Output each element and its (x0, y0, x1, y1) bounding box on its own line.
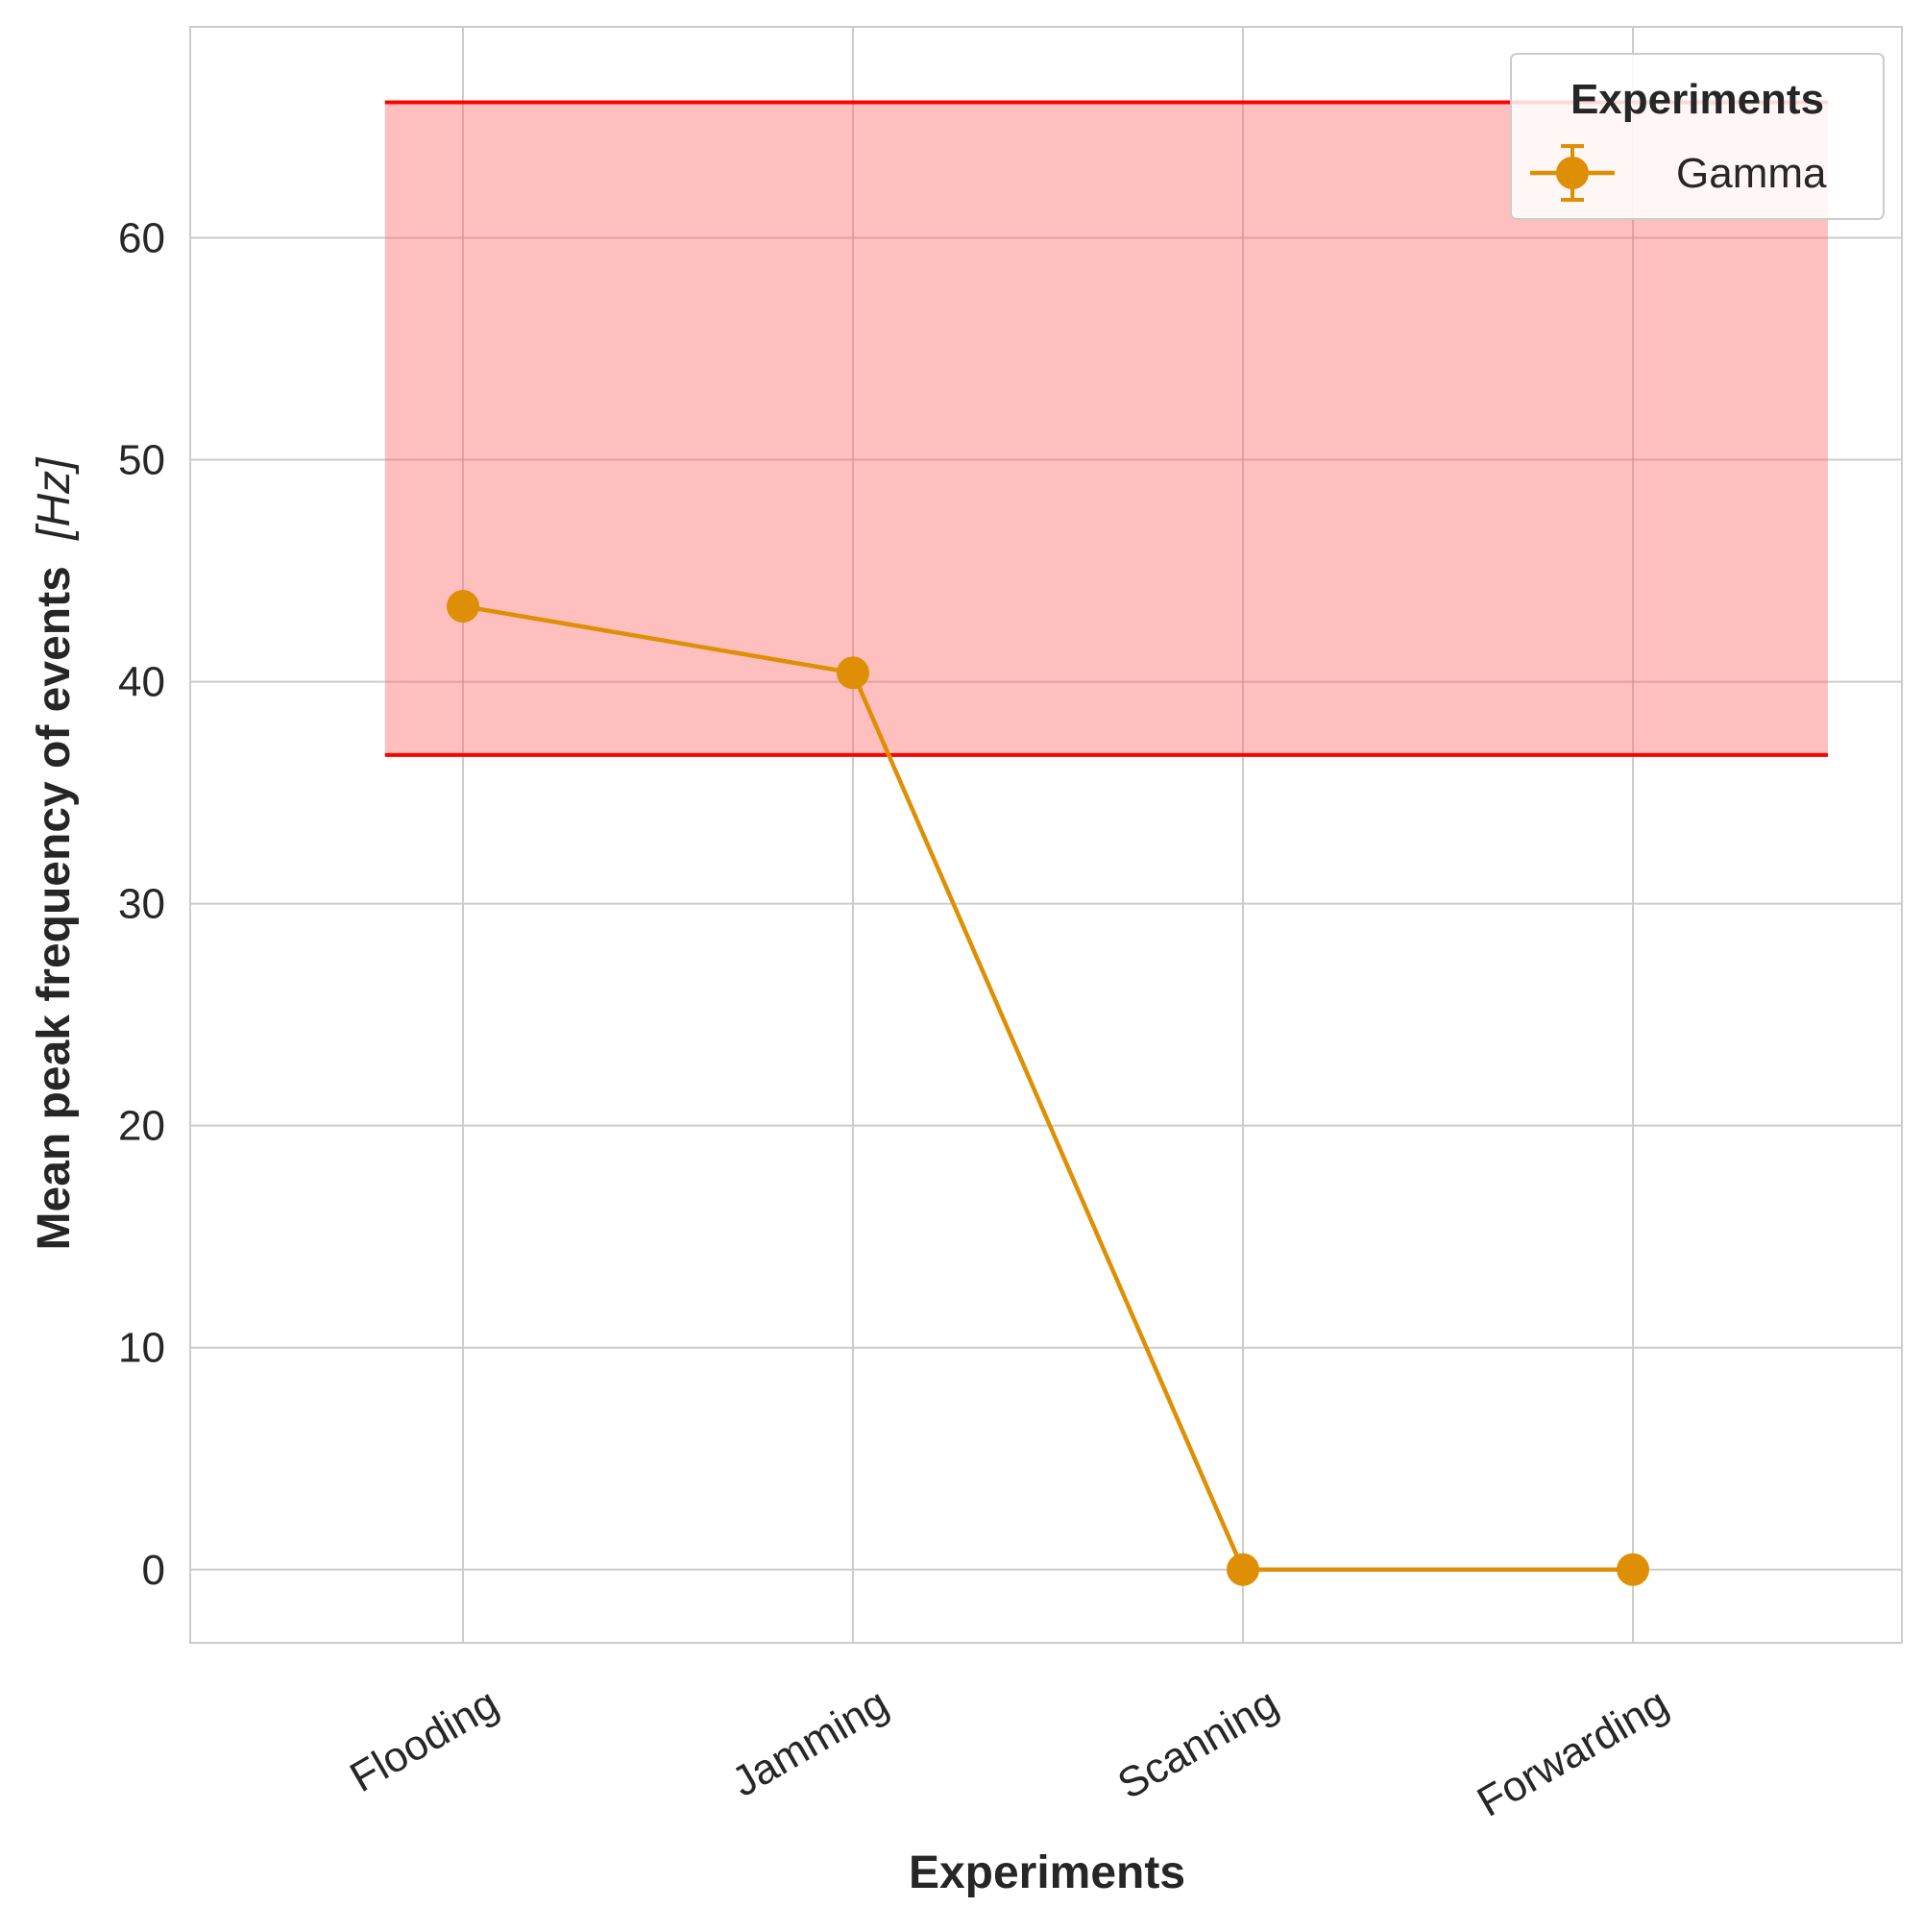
x-tick-label: Flooding (342, 1679, 506, 1801)
x-tick-labels: Flooding Jamming Scanning Forwarding (342, 1679, 1676, 1825)
x-axis-label: Experiments (909, 1847, 1185, 1898)
y-tick-labels: 0 10 20 30 40 50 60 (118, 214, 165, 1593)
y-tick-label: 30 (118, 881, 165, 928)
x-tick-label: Jamming (724, 1679, 896, 1806)
plot-frame (189, 26, 1903, 1644)
x-tick-label: Forwarding (1470, 1679, 1676, 1825)
data-point-forwarding (1617, 1553, 1649, 1586)
y-tick-label: 20 (118, 1103, 165, 1150)
y-tick-label: 10 (118, 1325, 165, 1372)
legend-box (1510, 53, 1885, 220)
legend-marker (1556, 157, 1589, 189)
legend: Experiments Gamma (1510, 53, 1885, 220)
data-point-flooding (447, 590, 479, 624)
legend-entries: Gamma (1530, 144, 1827, 202)
x-tick-label: Scanning (1110, 1679, 1286, 1808)
y-tick-label: 50 (118, 437, 165, 484)
y-tick-label: 0 (142, 1547, 165, 1594)
series-line-gamma (462, 603, 1633, 1573)
legend-label: Gamma (1676, 150, 1827, 197)
data-point-scanning (1227, 1553, 1259, 1586)
y-tick-label: 60 (118, 214, 165, 261)
y-axis-label-unit: [Hz] (29, 456, 80, 541)
data-point-jamming (837, 656, 869, 690)
series-lines (447, 590, 1649, 1586)
legend-title: Experiments (1570, 76, 1824, 123)
y-axis-label-text: Mean peak frequency of events (29, 566, 80, 1250)
y-axis-label: Mean peak frequency of events [Hz] (29, 456, 80, 1251)
y-tick-label: 40 (118, 659, 165, 706)
